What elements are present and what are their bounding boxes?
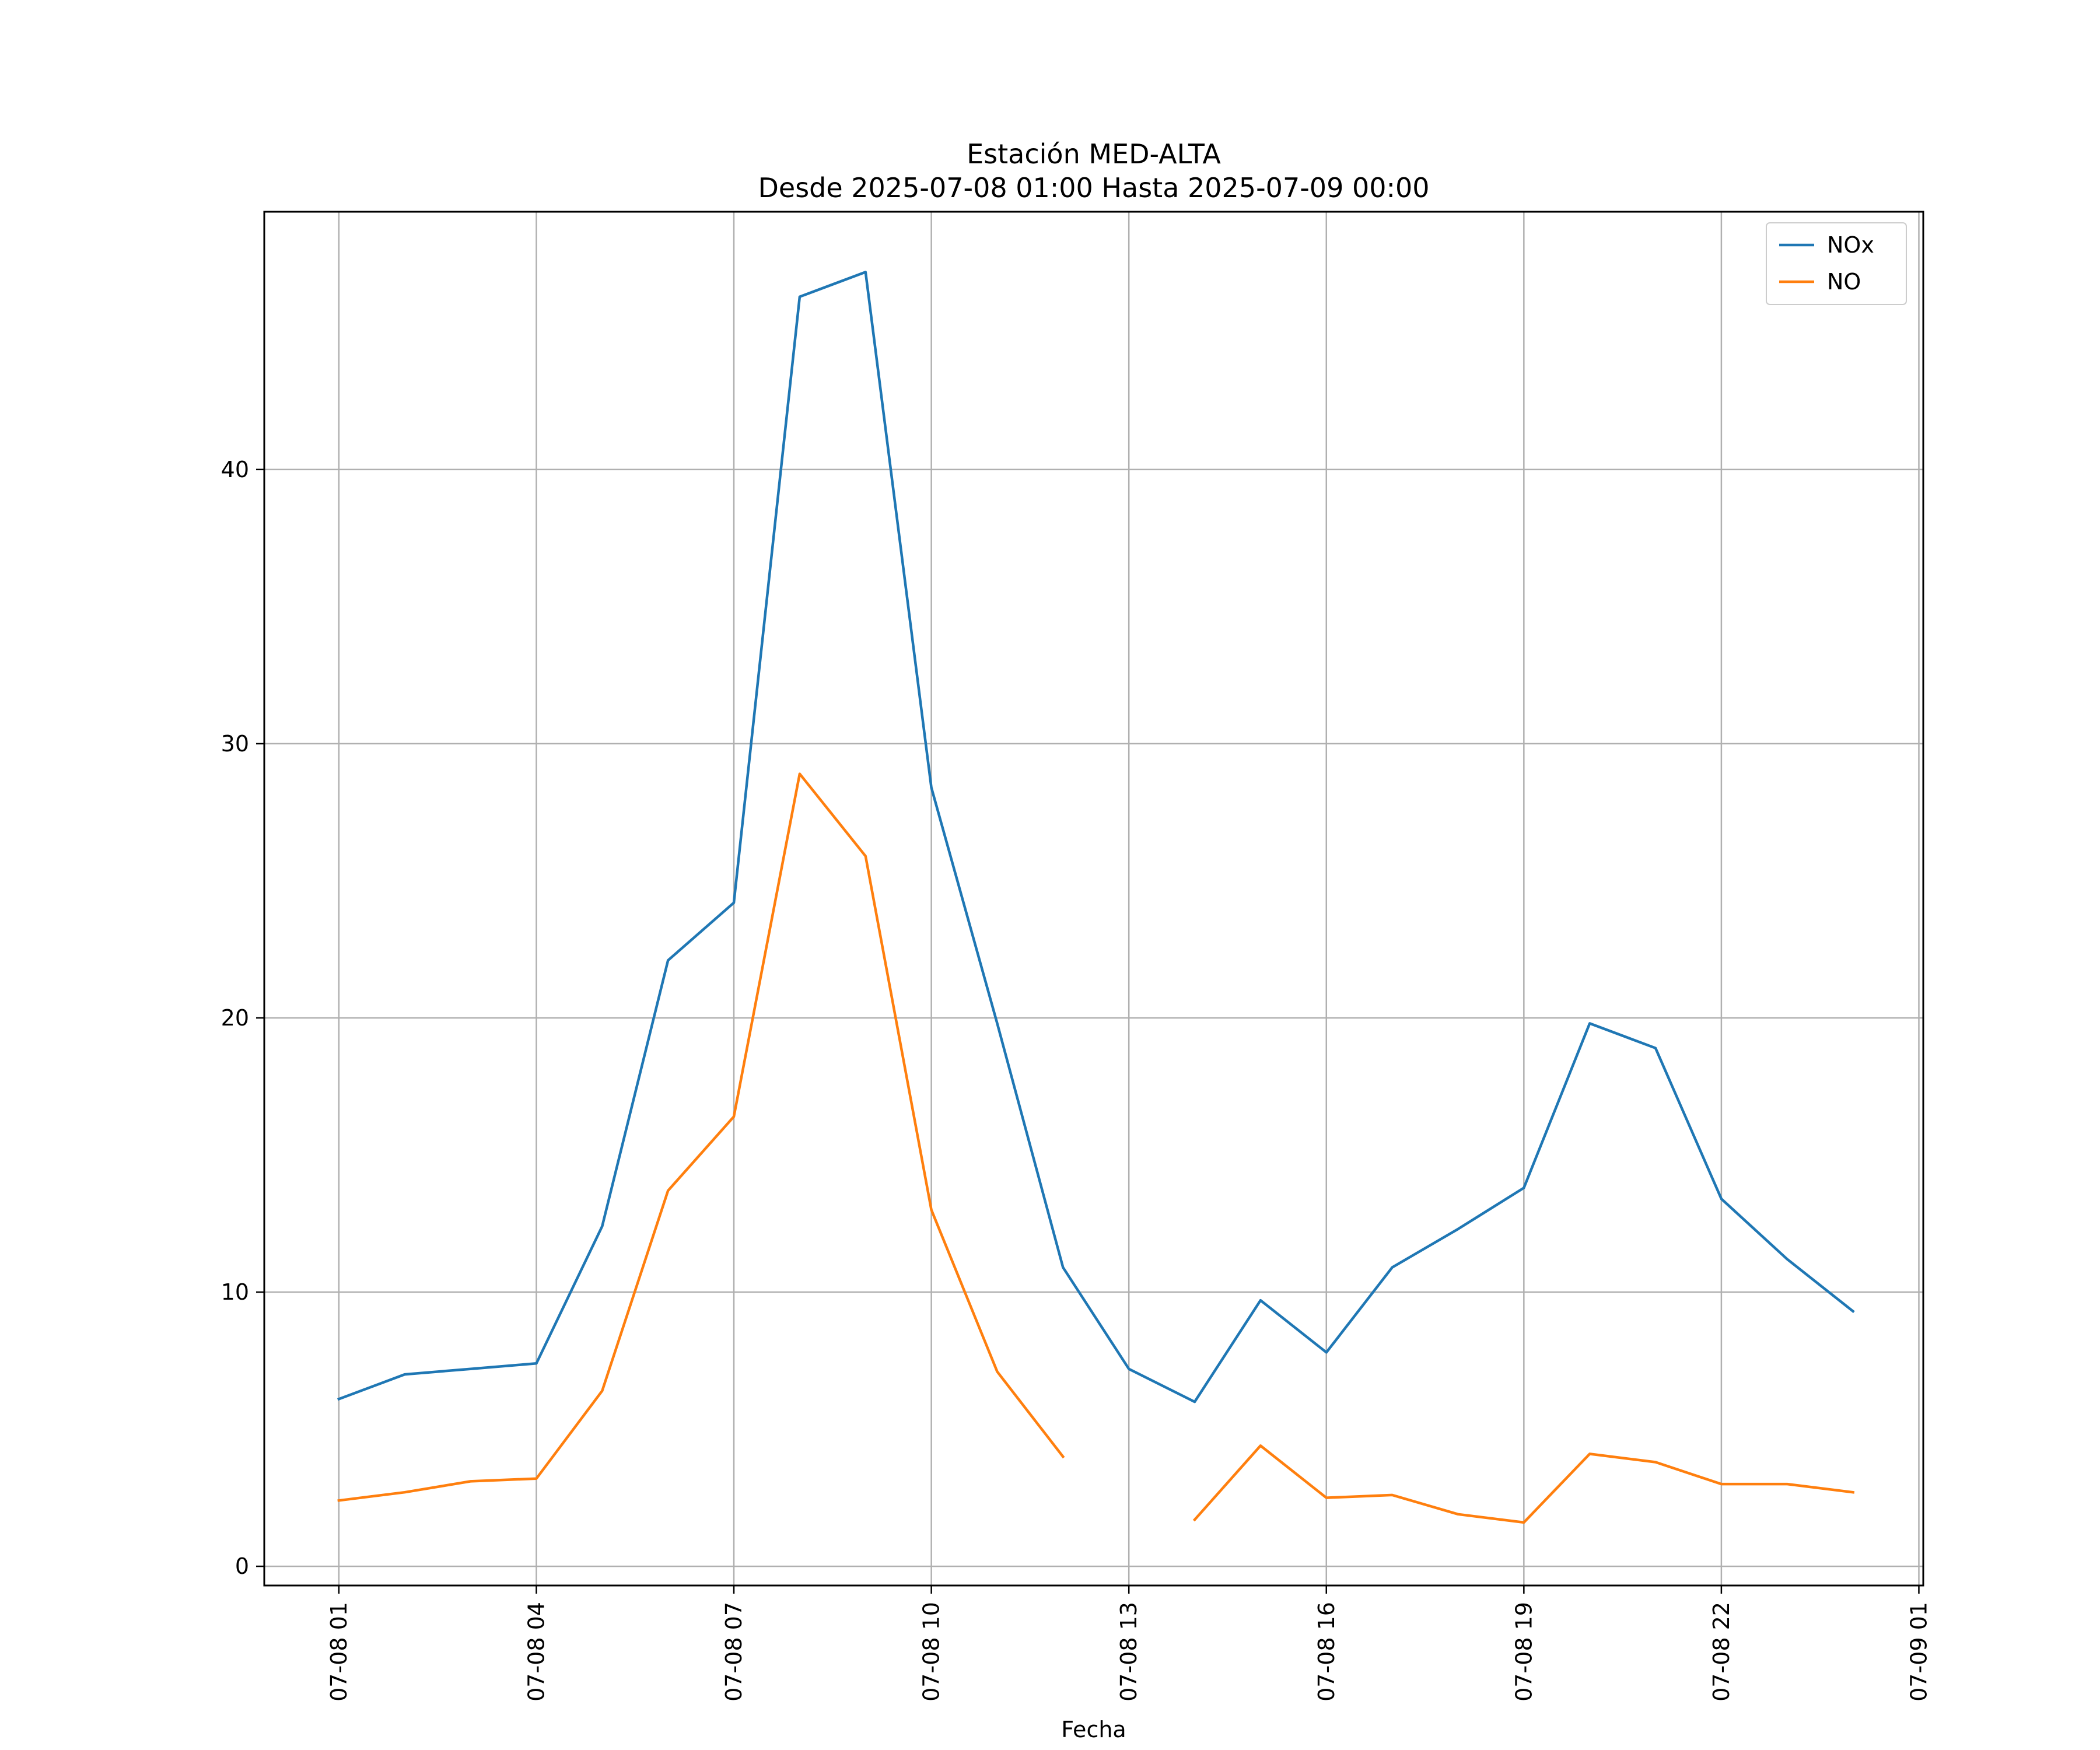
y-tick-label: 30: [221, 731, 249, 757]
x-tick-label: 07-08 10: [919, 1602, 944, 1702]
chart-title: Estación MED-ALTA: [967, 138, 1221, 170]
y-tick-label: 10: [221, 1279, 249, 1305]
plot-area-frame: [263, 211, 1924, 1587]
chart-subtitle: Desde 2025-07-08 01:00 Hasta 2025-07-09 …: [758, 172, 1429, 204]
legend: NOx NO: [1766, 222, 1907, 305]
legend-label-no: NO: [1827, 269, 1861, 295]
x-tick-label: 07-08 01: [326, 1602, 352, 1702]
x-axis-label: Fecha: [1061, 1717, 1126, 1742]
x-tick-label: 07-08 16: [1314, 1602, 1339, 1702]
y-tick-label: 40: [221, 457, 249, 482]
x-tick-label: 07-08 07: [721, 1602, 747, 1702]
x-tick-label: 07-08 19: [1511, 1602, 1536, 1702]
series-lines: [337, 271, 1855, 1524]
y-tick-label: 0: [235, 1553, 249, 1579]
x-tick-label: 07-08 04: [523, 1602, 549, 1702]
x-tick-label: 07-08 13: [1116, 1602, 1142, 1702]
series-line-no: [1192, 1444, 1855, 1524]
x-tick-label: 07-09 01: [1906, 1602, 1931, 1702]
axis-ticks: 07-08 01 07-08 04 07-08 07 07-08 10 07-08 13…: [221, 457, 1932, 1702]
legend-box: [1766, 222, 1907, 305]
x-tick-label: 07-08 22: [1709, 1602, 1734, 1702]
series-line-nox: [337, 271, 1855, 1404]
y-tick-label: 20: [221, 1005, 249, 1031]
legend-label-nox: NOx: [1827, 232, 1874, 258]
series-line-no: [337, 772, 1065, 1502]
